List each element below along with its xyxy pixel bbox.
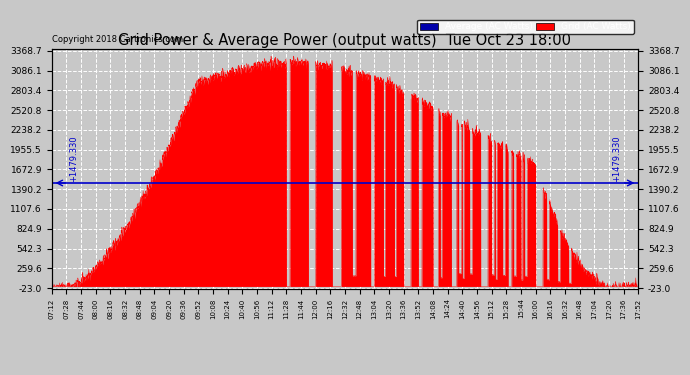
Legend: Average (AC Watts), Grid (AC Watts): Average (AC Watts), Grid (AC Watts) [417, 20, 633, 34]
Title: Grid Power & Average Power (output watts)  Tue Oct 23 18:00: Grid Power & Average Power (output watts… [119, 33, 571, 48]
Text: +1479.330: +1479.330 [69, 135, 78, 182]
Text: Copyright 2018 Cartronics.com: Copyright 2018 Cartronics.com [52, 35, 183, 44]
Text: +1479.330: +1479.330 [612, 135, 621, 182]
